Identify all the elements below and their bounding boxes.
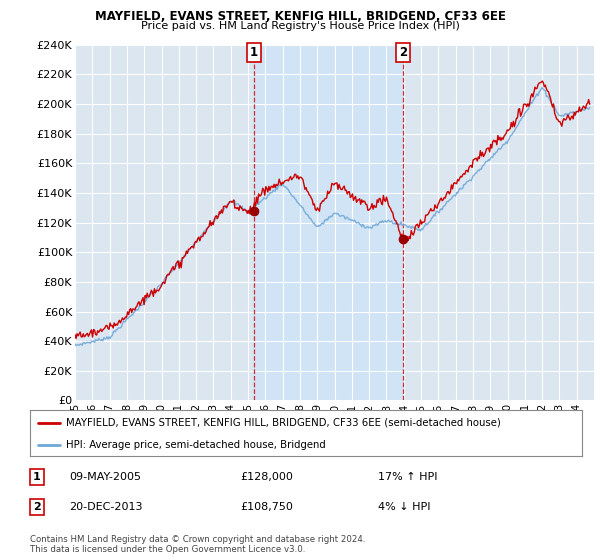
Text: £108,750: £108,750 (240, 502, 293, 512)
Text: 17% ↑ HPI: 17% ↑ HPI (378, 472, 437, 482)
Text: 1: 1 (250, 46, 258, 59)
Text: MAYFIELD, EVANS STREET, KENFIG HILL, BRIDGEND, CF33 6EE: MAYFIELD, EVANS STREET, KENFIG HILL, BRI… (95, 10, 505, 23)
Text: £128,000: £128,000 (240, 472, 293, 482)
Text: MAYFIELD, EVANS STREET, KENFIG HILL, BRIDGEND, CF33 6EE (semi-detached house): MAYFIELD, EVANS STREET, KENFIG HILL, BRI… (66, 418, 501, 428)
Text: 1: 1 (33, 472, 41, 482)
Text: 4% ↓ HPI: 4% ↓ HPI (378, 502, 431, 512)
Bar (254, 45, 403, 400)
Text: Contains HM Land Registry data © Crown copyright and database right 2024.
This d: Contains HM Land Registry data © Crown c… (30, 535, 365, 554)
Text: 20-DEC-2013: 20-DEC-2013 (69, 502, 143, 512)
Text: Price paid vs. HM Land Registry's House Price Index (HPI): Price paid vs. HM Land Registry's House … (140, 21, 460, 31)
Text: HPI: Average price, semi-detached house, Bridgend: HPI: Average price, semi-detached house,… (66, 440, 326, 450)
Text: 09-MAY-2005: 09-MAY-2005 (69, 472, 141, 482)
Text: 2: 2 (33, 502, 41, 512)
Text: 2: 2 (399, 46, 407, 59)
